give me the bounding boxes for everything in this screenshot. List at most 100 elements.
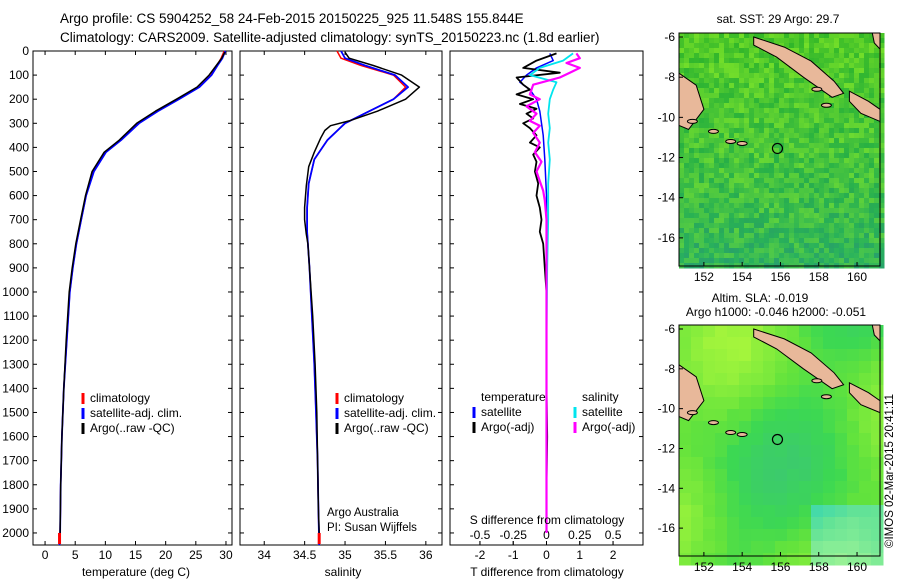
sst-map-field-cell — [879, 123, 885, 129]
sla-map-ytick-label: -16 — [658, 521, 676, 535]
sst-map-field-cell — [804, 223, 810, 229]
sst-map-field-cell — [814, 38, 820, 44]
sst-map-field-cell — [684, 183, 690, 189]
sst-map-field-cell — [759, 83, 765, 89]
sst-map-field-cell — [844, 233, 850, 239]
sst-map-field-cell — [774, 178, 780, 184]
sst-map-field-cell — [759, 33, 765, 39]
sst-map-field-cell — [719, 103, 725, 109]
sst-map-field-cell — [719, 163, 725, 169]
sst-map-field-cell — [719, 183, 725, 189]
temperature-xtick-label: 30 — [219, 548, 233, 562]
sst-map-field-cell — [859, 228, 865, 234]
sst-map-field-cell — [804, 253, 810, 259]
sst-map-field-cell — [734, 248, 740, 254]
sst-map-field-cell — [864, 173, 870, 179]
sst-map-field-cell — [819, 258, 825, 264]
sst-map-field-cell — [704, 183, 710, 189]
sst-map-field-cell — [779, 253, 785, 259]
sst-map-field-cell — [754, 133, 760, 139]
sst-map-field-cell — [759, 223, 765, 229]
sst-map-field-cell — [879, 113, 885, 119]
sst-map-field-cell — [829, 48, 835, 54]
sst-map-field-cell — [774, 68, 780, 74]
temperature-ytick-label: 1100 — [3, 309, 29, 323]
sst-map-field-cell — [879, 213, 885, 219]
sla-map-field-cell — [775, 325, 788, 338]
sst-map-field-cell — [789, 33, 795, 39]
sst-map-field-cell — [829, 178, 835, 184]
sst-map-field-cell — [874, 203, 880, 209]
sst-map-field-cell — [719, 153, 725, 159]
sst-map-field-cell — [819, 158, 825, 164]
sla-map-field-cell — [739, 481, 752, 494]
sst-map-field-cell — [734, 203, 740, 209]
sst-map-field-cell — [844, 253, 850, 259]
sst-map-field-cell — [734, 48, 740, 54]
sst-map-field-cell — [869, 223, 875, 229]
sst-map-field-cell — [729, 253, 735, 259]
sst-map-field-cell — [734, 253, 740, 259]
sst-map-field-cell — [744, 128, 750, 134]
salinity-xlabel: salinity — [325, 565, 362, 579]
sst-map-field-cell — [879, 223, 885, 229]
sst-map-field-cell — [754, 228, 760, 234]
sst-map-field-cell — [694, 53, 700, 59]
sla-map-field-cell — [775, 361, 788, 374]
sst-map-field-cell — [784, 113, 790, 119]
sla-map-field-cell — [787, 517, 800, 530]
sst-map-field-cell — [854, 128, 860, 134]
sst-map-field-cell — [734, 58, 740, 64]
sst-map-field-cell — [744, 148, 750, 154]
sst-map-field-cell — [749, 48, 755, 54]
sst-map-field-cell — [789, 243, 795, 249]
sst-map-field-cell — [734, 213, 740, 219]
sst-map-field-cell — [734, 148, 740, 154]
sst-map-field-cell — [754, 103, 760, 109]
sst-map-field-cell — [699, 68, 705, 74]
sst-map-field-cell — [724, 68, 730, 74]
sst-map-field-cell — [814, 43, 820, 49]
temperature-xtick-label: 0 — [42, 548, 49, 562]
sst-map-field-cell — [804, 38, 810, 44]
sst-map-field-cell — [864, 218, 870, 224]
sst-map-field-cell — [869, 38, 875, 44]
sst-map-field-cell — [839, 33, 845, 39]
sst-map-field-cell — [769, 188, 775, 194]
sst-map-islet — [725, 138, 737, 144]
sst-map-field-cell — [749, 68, 755, 74]
sst-map-field-cell — [709, 133, 715, 139]
sst-map-field-cell — [699, 188, 705, 194]
sla-map-field-cell — [703, 505, 716, 518]
sst-map-field-cell — [824, 253, 830, 259]
sst-map-field-cell — [799, 128, 805, 134]
sst-map-field-cell — [759, 128, 765, 134]
sst-map-field-cell — [769, 63, 775, 69]
sst-map-field-cell — [864, 258, 870, 264]
temperature-frame — [32, 50, 233, 546]
temperature-xtick-label: 20 — [159, 548, 173, 562]
sst-map-field-cell — [689, 233, 695, 239]
sst-map-field-cell — [749, 248, 755, 254]
sst-map-field-cell — [719, 198, 725, 204]
sst-map-field-cell — [859, 113, 865, 119]
sla-map-field-cell — [703, 529, 716, 542]
sst-map-field-cell — [799, 223, 805, 229]
sst-map-field-cell — [809, 208, 815, 214]
sst-map-field-cell — [839, 208, 845, 214]
sst-map-field-cell — [729, 193, 735, 199]
sst-map-field-cell — [759, 208, 765, 214]
sst-map-field-cell — [769, 183, 775, 189]
sla-map-field-cell — [691, 517, 704, 530]
sst-map-field-cell — [714, 223, 720, 229]
sst-map-field-cell — [869, 43, 875, 49]
sst-map-title: sat. SST: 29 Argo: 29.7 — [717, 12, 840, 26]
sst-map-field-cell — [764, 148, 770, 154]
sst-map-field-cell — [784, 38, 790, 44]
sst-map-field-cell — [789, 73, 795, 79]
sst-map-field-cell — [849, 203, 855, 209]
sla-map-field-cell — [715, 385, 728, 398]
sst-map-field-cell — [879, 93, 885, 99]
sst-map-field-cell — [814, 138, 820, 144]
sst-map-field-cell — [739, 158, 745, 164]
